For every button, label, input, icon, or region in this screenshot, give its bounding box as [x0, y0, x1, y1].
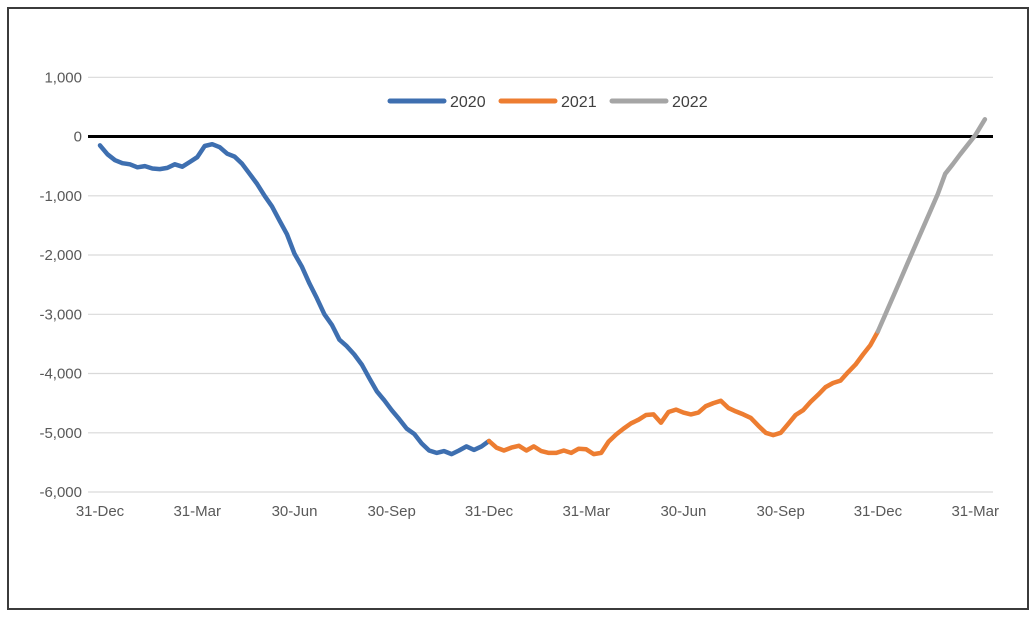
y-tick-label: -1,000	[39, 188, 82, 205]
legend-label-2022: 2022	[672, 94, 708, 111]
x-tick-label: 31-Mar	[951, 503, 999, 520]
x-tick-label: 30-Sep	[757, 503, 805, 520]
x-tick-label: 30-Jun	[660, 503, 706, 520]
y-tick-label: 1,000	[44, 69, 82, 86]
legend-label-2021: 2021	[561, 94, 597, 111]
series-line-2021	[486, 329, 881, 457]
grid-layer	[88, 76, 993, 493]
x-tick-label: 31-Mar	[562, 503, 610, 520]
x-tick-label: 31-Dec	[465, 503, 514, 520]
y-tick-label: -6,000	[39, 484, 82, 501]
x-tick-label: 30-Jun	[272, 503, 318, 520]
x-tick-label: 31-Mar	[173, 503, 221, 520]
y-tick-label: -2,000	[39, 247, 82, 264]
legend: 2020 2021 2022	[387, 94, 708, 111]
figure-border	[7, 7, 1029, 610]
y-tick-label: -4,000	[39, 366, 82, 383]
axis-layer: 1,000 0 -1,000 -2,000 -3,000 -4,000 -5,000 -6,0…	[39, 69, 999, 520]
x-tick-label: 30-Sep	[368, 503, 416, 520]
legend-label-2020: 2020	[450, 94, 486, 111]
y-tick-label: 0	[74, 129, 82, 146]
y-tick-label: -3,000	[39, 306, 82, 323]
y-tick-label: -5,000	[39, 425, 82, 442]
series-line-2022	[875, 117, 988, 334]
series-layer	[97, 117, 988, 457]
x-tick-label: 31-Dec	[76, 503, 125, 520]
series-line-2020	[97, 141, 492, 457]
x-tick-label: 31-Dec	[854, 503, 903, 520]
